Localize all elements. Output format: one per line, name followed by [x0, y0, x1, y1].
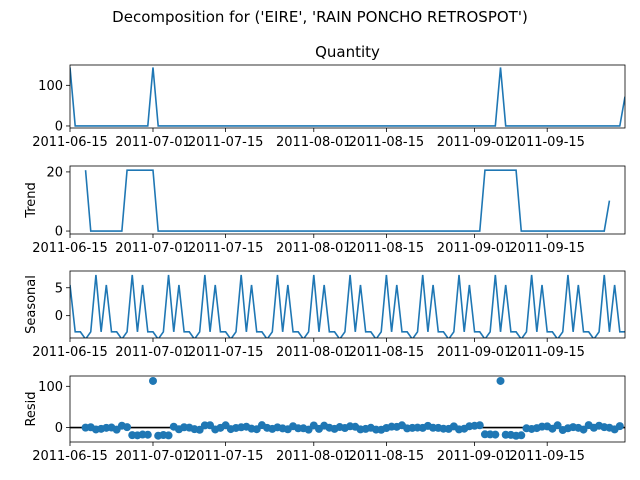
seasonal-ytick-label: 0	[55, 309, 63, 324]
seasonal-xtick-label: 2011-09-15	[509, 345, 585, 360]
observed-xtick-label: 2011-08-01	[276, 135, 352, 150]
trend-plot-area	[84, 169, 611, 232]
resid-xtick-label: 2011-08-01	[276, 449, 352, 464]
resid-xtick-label: 2011-07-15	[188, 449, 264, 464]
observed-xtick-label: 2011-09-01	[437, 135, 513, 150]
resid-xtick-label: 2011-07-01	[115, 449, 191, 464]
observed-xtick-label: 2011-06-15	[32, 135, 108, 150]
resid-point	[123, 423, 132, 432]
observed-title: Quantity	[315, 43, 380, 61]
chart-suptitle: Decomposition for ('EIRE', 'RAIN PONCHO …	[112, 8, 528, 26]
seasonal-xtick-label: 2011-06-15	[32, 345, 108, 360]
trend-ytick-label: 0	[55, 225, 63, 240]
resid-point	[164, 431, 173, 440]
resid-xtick-label: 2011-09-01	[437, 449, 513, 464]
observed-series-line	[70, 67, 625, 127]
resid-point	[496, 376, 505, 385]
trend-xtick-label: 2011-07-01	[115, 241, 191, 256]
resid-xtick-label: 2011-09-15	[509, 449, 585, 464]
resid-xtick-label: 2011-08-15	[349, 449, 425, 464]
trend-xtick-label: 2011-08-01	[276, 241, 352, 256]
resid-xtick-label: 2011-06-15	[32, 449, 108, 464]
resid-ylabel: Resid	[24, 391, 39, 426]
seasonal-xtick-label: 2011-08-01	[276, 345, 352, 360]
observed-ytick-label: 0	[55, 119, 63, 134]
resid-point	[491, 430, 500, 439]
seasonal-ytick-label: 5	[55, 281, 63, 296]
seasonal-plot-area	[70, 274, 625, 338]
seasonal-series-line	[70, 274, 625, 338]
seasonal-xtick-label: 2011-07-15	[188, 345, 264, 360]
resid-ytick-label: 100	[38, 380, 63, 395]
observed-plot-area	[70, 67, 625, 127]
trend-xtick-label: 2011-09-01	[437, 241, 513, 256]
resid-axes-frame	[69, 375, 626, 443]
seasonal-xtick-label: 2011-09-01	[437, 345, 513, 360]
observed-axes-frame	[69, 64, 626, 129]
resid-plot-area	[70, 376, 625, 440]
trend-axes-frame	[69, 165, 626, 235]
resid-point	[475, 421, 484, 430]
resid-point	[517, 431, 526, 440]
seasonal-xtick-label: 2011-07-01	[115, 345, 191, 360]
resid-point	[579, 425, 588, 434]
trend-series-line	[84, 169, 611, 232]
observed-xtick-label: 2011-07-15	[188, 135, 264, 150]
resid-ytick-label: 0	[55, 421, 63, 436]
observed-xtick-label: 2011-09-15	[509, 135, 585, 150]
seasonal-axes-frame	[69, 270, 626, 339]
observed-xtick-label: 2011-07-01	[115, 135, 191, 150]
trend-xtick-label: 2011-08-15	[349, 241, 425, 256]
observed-xtick-label: 2011-08-15	[349, 135, 425, 150]
seasonal-ylabel: Seasonal	[24, 275, 39, 334]
trend-ytick-label: 20	[46, 165, 63, 180]
trend-xtick-label: 2011-07-15	[188, 241, 264, 256]
resid-point	[615, 422, 624, 431]
resid-point	[553, 421, 562, 430]
trend-xtick-label: 2011-06-15	[32, 241, 108, 256]
observed-ytick-label: 100	[38, 79, 63, 94]
trend-ylabel: Trend	[24, 182, 39, 219]
seasonal-xtick-label: 2011-08-15	[349, 345, 425, 360]
resid-point	[143, 430, 152, 439]
trend-xtick-label: 2011-09-15	[509, 241, 585, 256]
resid-point	[148, 376, 157, 385]
